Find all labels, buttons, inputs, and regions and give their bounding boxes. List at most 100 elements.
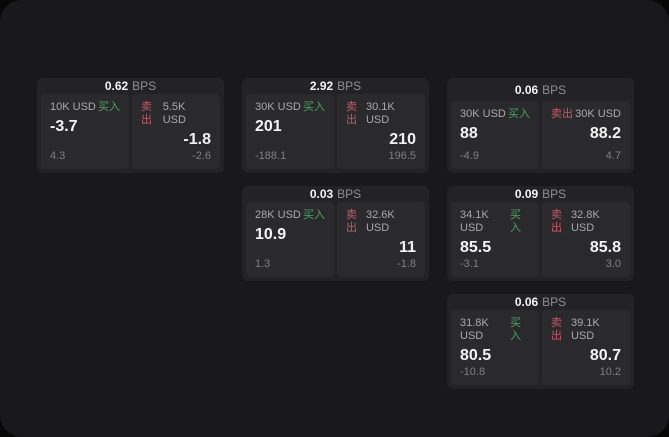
sell-quote-tile[interactable]: 卖出 39.1K USD 80.7 10.2 xyxy=(542,310,630,385)
bps-value: 0.06 xyxy=(514,295,539,309)
buy-price: 80.5 xyxy=(460,347,492,364)
buy-delta: -188.1 xyxy=(255,150,287,162)
tile-top-row: 卖出 32.6K USD xyxy=(346,209,416,235)
quote-card: 2.92 BPS 30K USD 买入 201 -188.1 卖出 30.1K … xyxy=(242,78,429,173)
bps-header: 0.06 BPS xyxy=(447,78,634,101)
sell-delta: 10.2 xyxy=(599,366,621,378)
buy-quote-tile[interactable]: 10K USD 买入 -3.7 4.3 xyxy=(41,94,129,169)
quote-card: 0.03 BPS 28K USD 买入 10.9 1.3 卖出 32.6K US… xyxy=(242,186,429,281)
sell-side-label: 卖出 xyxy=(346,101,357,126)
bps-unit-label: BPS xyxy=(542,187,567,201)
sell-amount: 39.1K USD xyxy=(570,317,600,342)
quote-body: 30K USD 买入 88 -4.9 卖出 30K USD 88.2 4.7 xyxy=(447,101,634,173)
sell-side-label: 卖出 xyxy=(346,209,357,234)
buy-side-label: 买入 xyxy=(98,101,120,113)
buy-quote-tile[interactable]: 31.8K USD 买入 80.5 -10.8 xyxy=(451,310,539,385)
buy-delta: -3.1 xyxy=(460,258,479,270)
sell-quote-tile[interactable]: 卖出 32.6K USD 11 -1.8 xyxy=(337,202,425,277)
sell-amount: 32.8K USD xyxy=(570,209,600,234)
tile-top-row: 28K USD 买入 xyxy=(255,209,325,222)
bps-value: 0.06 xyxy=(514,82,539,97)
quote-card: 0.09 BPS 34.1K USD 买入 85.5 -3.1 卖出 32.8K… xyxy=(447,186,634,281)
tile-top-row: 30K USD 买入 xyxy=(255,101,325,114)
buy-side-label: 买入 xyxy=(303,209,325,221)
bps-value: 0.09 xyxy=(514,187,539,201)
bps-header: 0.62 BPS xyxy=(37,78,224,94)
buy-amount: 30K USD xyxy=(460,108,506,120)
buy-price: 85.5 xyxy=(460,239,492,256)
bps-unit-label: BPS xyxy=(337,79,362,93)
tile-top-row: 卖出 39.1K USD xyxy=(551,317,621,343)
quote-card: 0.06 BPS 31.8K USD 买入 80.5 -10.8 卖出 39.1… xyxy=(447,294,634,389)
buy-price: 10.9 xyxy=(255,226,287,243)
buy-delta: 4.3 xyxy=(50,150,66,162)
tile-top-row: 卖出 30.1K USD xyxy=(346,101,416,127)
sell-quote-tile[interactable]: 卖出 30K USD 88.2 4.7 xyxy=(542,101,630,169)
sell-amount: 5.5K USD xyxy=(162,101,186,126)
buy-side-label: 买入 xyxy=(508,108,530,120)
buy-side-label: 买入 xyxy=(510,209,522,234)
sell-price: 88.2 xyxy=(589,125,621,142)
sell-quote-tile[interactable]: 卖出 32.8K USD 85.8 3.0 xyxy=(542,202,630,277)
sell-amount: 30.1K USD xyxy=(365,101,395,126)
quote-card: 0.06 BPS 30K USD 买入 88 -4.9 卖出 30K USD xyxy=(447,78,634,173)
sell-price: 85.8 xyxy=(589,239,621,256)
bps-unit-label: BPS xyxy=(542,82,567,97)
buy-delta: -4.9 xyxy=(460,150,479,162)
sell-price: -1.8 xyxy=(183,131,211,148)
bps-header: 0.09 BPS xyxy=(447,186,634,202)
sell-price: 80.7 xyxy=(589,347,621,364)
quote-body: 34.1K USD 买入 85.5 -3.1 卖出 32.8K USD 85.8… xyxy=(447,202,634,281)
bps-unit-label: BPS xyxy=(132,79,157,93)
quote-body: 31.8K USD 买入 80.5 -10.8 卖出 39.1K USD 80.… xyxy=(447,310,634,389)
sell-quote-tile[interactable]: 卖出 5.5K USD -1.8 -2.6 xyxy=(132,94,220,169)
buy-side-label: 买入 xyxy=(510,317,522,342)
buy-quote-tile[interactable]: 30K USD 买入 88 -4.9 xyxy=(451,101,539,169)
tile-top-row: 10K USD 买入 xyxy=(50,101,120,114)
buy-price: 88 xyxy=(460,125,478,142)
bps-value: 0.62 xyxy=(104,79,129,93)
buy-amount: 10K USD xyxy=(50,101,96,113)
buy-quote-tile[interactable]: 34.1K USD 买入 85.5 -3.1 xyxy=(451,202,539,277)
sell-delta: 196.5 xyxy=(388,150,416,162)
sell-side-label: 卖出 xyxy=(551,317,562,342)
buy-quote-tile[interactable]: 28K USD 买入 10.9 1.3 xyxy=(246,202,334,277)
buy-price: 201 xyxy=(255,118,282,135)
tile-top-row: 34.1K USD 买入 xyxy=(460,209,530,235)
quote-body: 30K USD 买入 201 -188.1 卖出 30.1K USD 210 1… xyxy=(242,94,429,173)
tile-top-row: 卖出 30K USD xyxy=(551,108,621,121)
tile-top-row: 31.8K USD 买入 xyxy=(460,317,530,343)
buy-delta: 1.3 xyxy=(255,258,271,270)
bps-value: 0.03 xyxy=(309,187,334,201)
sell-delta: 4.7 xyxy=(605,150,621,162)
bps-value: 2.92 xyxy=(309,79,334,93)
quote-board: 0.62 BPS 10K USD 买入 -3.7 4.3 卖出 5.5K USD xyxy=(37,78,634,389)
sell-delta: -2.6 xyxy=(192,150,211,162)
sell-price: 11 xyxy=(399,239,416,256)
quote-body: 10K USD 买入 -3.7 4.3 卖出 5.5K USD -1.8 -2.… xyxy=(37,94,224,173)
buy-amount: 34.1K USD xyxy=(460,209,489,234)
tile-top-row: 卖出 32.8K USD xyxy=(551,209,621,235)
bps-header: 0.06 BPS xyxy=(447,294,634,310)
bps-header: 0.03 BPS xyxy=(242,186,429,202)
sell-amount: 32.6K USD xyxy=(365,209,395,234)
bps-header: 2.92 BPS xyxy=(242,78,429,94)
quote-card: 0.62 BPS 10K USD 买入 -3.7 4.3 卖出 5.5K USD xyxy=(37,78,224,173)
buy-side-label: 买入 xyxy=(303,101,325,113)
buy-quote-tile[interactable]: 30K USD 买入 201 -188.1 xyxy=(246,94,334,169)
quote-body: 28K USD 买入 10.9 1.3 卖出 32.6K USD 11 -1.8 xyxy=(242,202,429,281)
sell-amount: 30K USD xyxy=(575,108,621,120)
sell-delta: 3.0 xyxy=(605,258,621,270)
buy-amount: 31.8K USD xyxy=(460,317,489,342)
sell-quote-tile[interactable]: 卖出 30.1K USD 210 196.5 xyxy=(337,94,425,169)
sell-side-label: 卖出 xyxy=(551,108,573,120)
bps-unit-label: BPS xyxy=(337,187,362,201)
bps-unit-label: BPS xyxy=(542,295,567,309)
buy-amount: 28K USD xyxy=(255,209,301,221)
sell-side-label: 卖出 xyxy=(551,209,562,234)
buy-price: -3.7 xyxy=(50,118,78,135)
tile-top-row: 30K USD 买入 xyxy=(460,108,530,121)
sell-side-label: 卖出 xyxy=(141,101,152,126)
buy-amount: 30K USD xyxy=(255,101,301,113)
